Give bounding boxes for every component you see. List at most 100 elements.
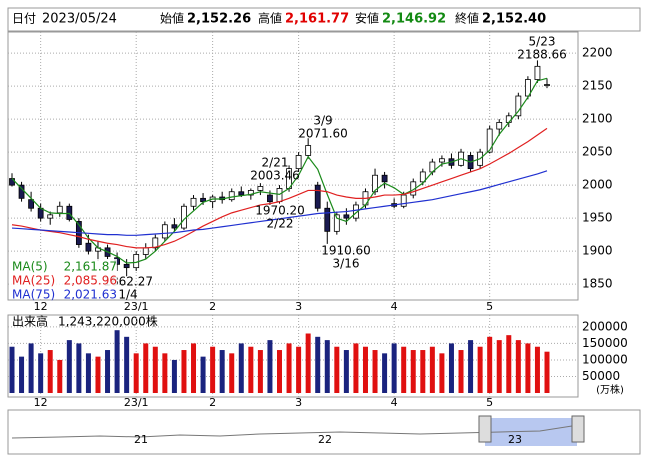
- annotation-price: 1970.20: [255, 204, 305, 218]
- volume-bar: [458, 350, 464, 393]
- candle-body: [200, 197, 206, 203]
- candle-body: [515, 95, 522, 117]
- volume-bar: [238, 343, 244, 393]
- y-tick-label: 2000: [582, 178, 613, 192]
- volume-bar: [229, 353, 235, 393]
- close: 2,152.40: [482, 12, 546, 27]
- y-tick-label: 2050: [582, 145, 613, 159]
- volume-bar: [95, 356, 101, 393]
- candle-body: [56, 205, 63, 214]
- volume-bar: [114, 330, 120, 393]
- candle-body: [133, 254, 140, 269]
- volume-unit: (万株): [596, 383, 624, 396]
- volume-bar: [28, 343, 34, 393]
- volume-bar: [105, 350, 111, 393]
- candle-body: [161, 224, 168, 239]
- x-tick-label: 12: [34, 396, 48, 409]
- close-label: 終値: [455, 11, 479, 26]
- volume-tick-label: 200000: [582, 319, 628, 333]
- volume-bar: [477, 346, 483, 393]
- volume-bar: [181, 350, 187, 393]
- y-tick-label: 2150: [582, 79, 613, 93]
- volume-bar: [544, 351, 550, 393]
- ma-line: [11, 77, 548, 264]
- candle-body: [228, 191, 235, 201]
- x-tick-label: 4: [391, 300, 398, 313]
- volume-bar: [286, 343, 292, 393]
- x-tick-label: 4: [391, 396, 398, 409]
- candle-body: [534, 65, 541, 80]
- annotation-price: 2003.46: [250, 169, 300, 183]
- volume-bar: [57, 359, 63, 393]
- navigator-handle-right[interactable]: [571, 415, 585, 443]
- volume-total: 1,243,220,000株: [58, 314, 158, 329]
- annotation-date: 2/22: [267, 217, 294, 231]
- navigator-label: 21: [134, 433, 148, 446]
- candle-body: [238, 191, 245, 196]
- volume-bar: [401, 346, 407, 393]
- open-label: 始値: [160, 11, 184, 26]
- volume-bar: [305, 333, 311, 393]
- x-tick-label: 23/1: [124, 396, 149, 409]
- volume-bar: [506, 335, 512, 393]
- candle-body: [267, 194, 273, 203]
- volume-bar: [496, 340, 502, 393]
- date: 2023/05/24: [42, 12, 117, 27]
- ma-line: [11, 127, 548, 249]
- volume-bar: [382, 353, 388, 393]
- candle-body: [66, 205, 73, 220]
- candle-body: [276, 188, 283, 203]
- volume-bar: [439, 353, 445, 393]
- volume-bar: [152, 346, 158, 393]
- volume-bar: [219, 350, 225, 393]
- candle-body: [171, 224, 178, 229]
- high: 2,161.77: [285, 12, 349, 27]
- header-bar: [7, 7, 641, 32]
- candle-body: [190, 197, 197, 207]
- annotation-date: 3/9: [313, 114, 332, 128]
- volume-bar: [162, 353, 168, 393]
- candle-body: [400, 194, 407, 207]
- navigator-handle-left[interactable]: [478, 415, 492, 443]
- candle-body: [544, 84, 550, 86]
- volume-bar: [143, 343, 149, 393]
- volume-bar: [200, 356, 206, 393]
- x-tick-label: 5: [486, 396, 493, 409]
- x-tick-label: 2: [209, 396, 216, 409]
- legend-value: 2,085.96: [64, 274, 117, 288]
- volume-bar: [534, 346, 540, 393]
- volume-tick-label: 100000: [582, 352, 628, 366]
- candle-body: [343, 214, 350, 219]
- volume-bar: [9, 346, 15, 393]
- y-tick-label: 2100: [582, 112, 613, 126]
- date-label: 日付: [12, 12, 36, 26]
- candle-body: [247, 190, 254, 196]
- open: 2,152.26: [187, 12, 251, 27]
- price-panel: [7, 31, 579, 301]
- legend-name: MA(5): [12, 260, 48, 274]
- volume-bar: [124, 336, 130, 393]
- volume-bar: [133, 353, 139, 393]
- volume-bar: [410, 350, 416, 393]
- volume-bar: [448, 343, 454, 393]
- annotation-price: 2188.66: [517, 48, 567, 62]
- volume-bar: [362, 346, 368, 393]
- candle-body: [85, 242, 92, 252]
- volume-bar: [391, 343, 397, 393]
- candle-body: [142, 247, 149, 255]
- candle-body: [28, 199, 35, 209]
- volume-bar: [171, 359, 177, 393]
- volume-panel: [7, 314, 579, 398]
- volume-tick-label: 150000: [582, 336, 628, 350]
- legend-value: 2,021.63: [64, 288, 117, 302]
- volume-bar: [315, 336, 321, 393]
- candle-body: [439, 158, 445, 163]
- volume-bar: [248, 346, 254, 393]
- volume-bar: [296, 346, 302, 393]
- candle-body: [123, 263, 130, 269]
- candle-body: [333, 214, 340, 232]
- candle-body: [324, 207, 331, 232]
- low: 2,146.92: [382, 12, 446, 27]
